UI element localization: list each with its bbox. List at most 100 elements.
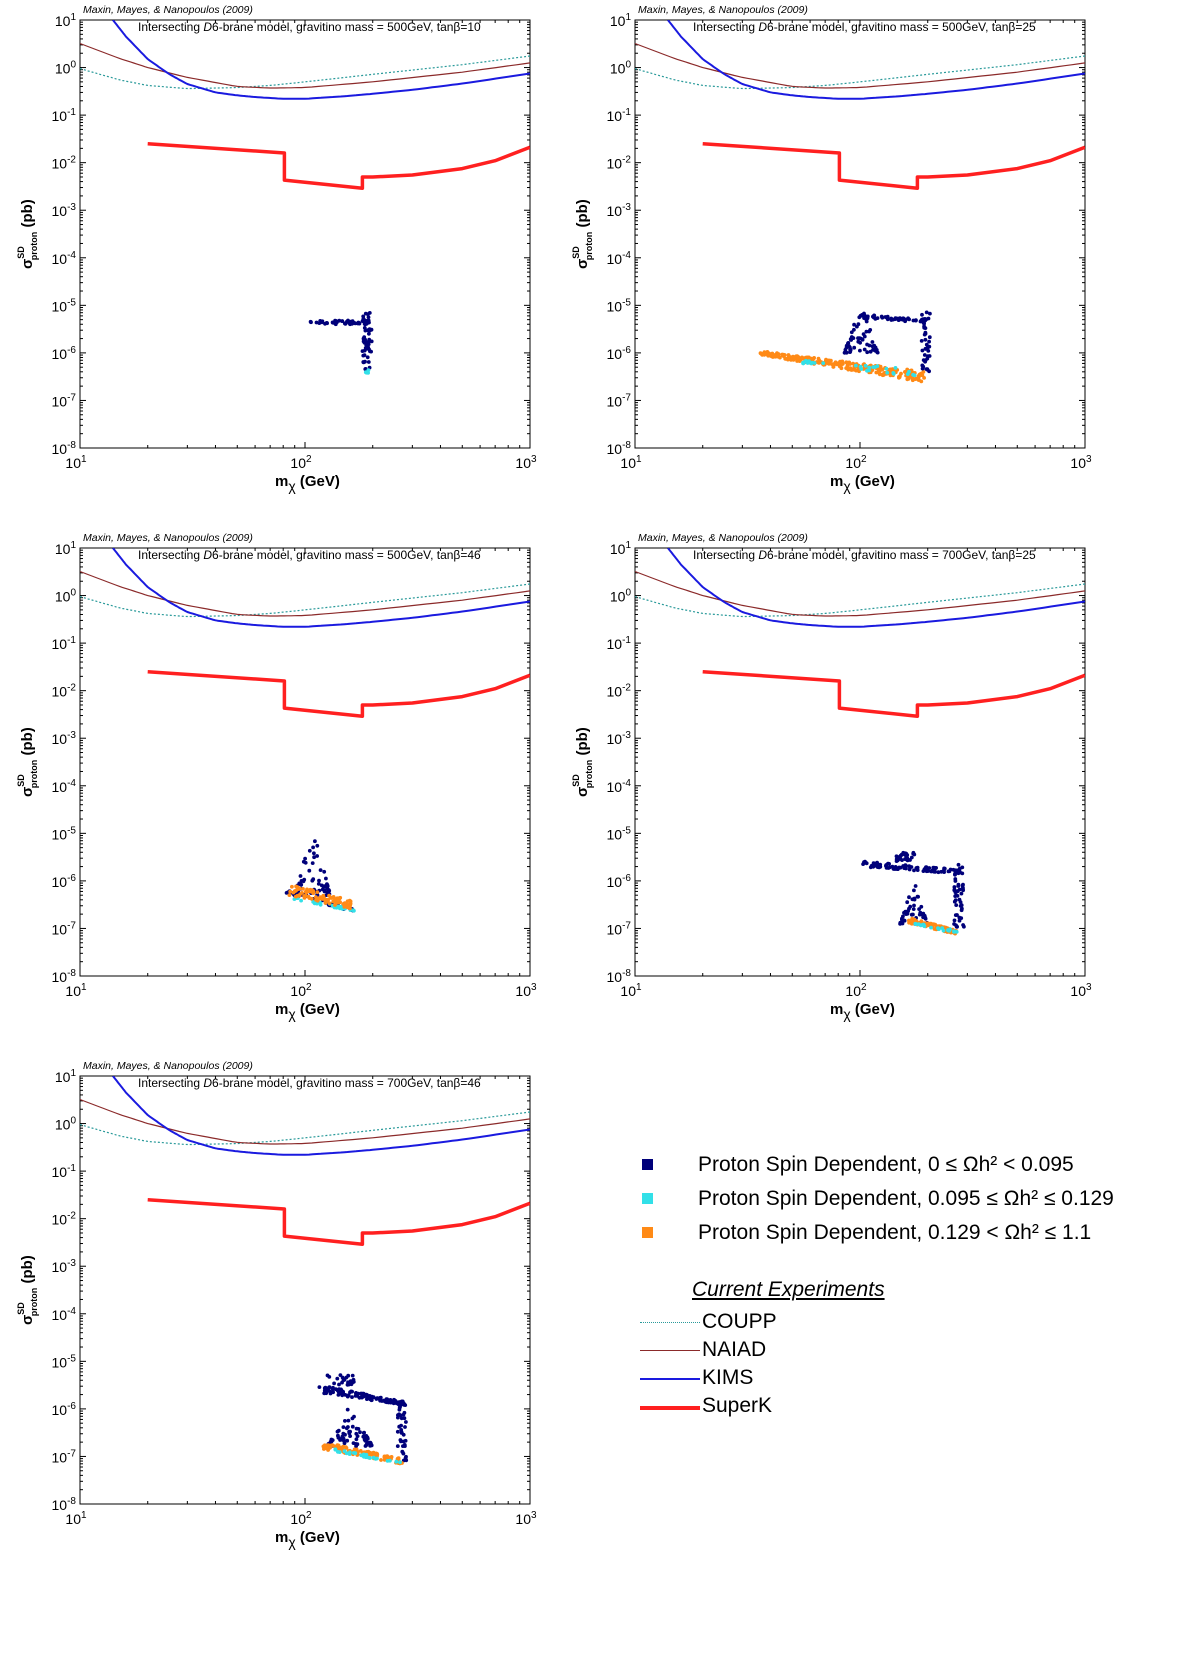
scatter-point-group-0 <box>347 1431 352 1436</box>
scatter-points <box>308 311 374 375</box>
scatter-point-group-0 <box>869 863 874 868</box>
scatter-point-group-2 <box>879 368 884 372</box>
limit-curve-naiad <box>80 1098 530 1145</box>
y-tick-label: 101 <box>55 12 77 29</box>
scatter-point-group-0 <box>859 336 863 341</box>
scatter-point-group-0 <box>959 891 964 896</box>
scatter-point-group-1 <box>398 1460 402 1465</box>
scatter-point-group-1 <box>364 1455 368 1460</box>
scatter-point-group-0 <box>327 1385 331 1390</box>
scatter-point-group-0 <box>898 857 902 861</box>
scatter-point-group-0 <box>954 903 959 907</box>
y-tick-exponent: -6 <box>622 873 631 884</box>
legend-marker-group-0 <box>642 1159 653 1170</box>
scatter-point-group-0 <box>878 862 883 867</box>
scatter-point-group-0 <box>340 1393 345 1398</box>
scatter-point-group-2 <box>389 1455 394 1459</box>
scatter-point-group-1 <box>859 367 864 371</box>
scatter-point-group-0 <box>898 316 902 321</box>
scatter-point-group-0 <box>339 1388 343 1393</box>
scatter-point-group-0 <box>353 321 358 326</box>
y-tick-exponent: -5 <box>67 297 76 308</box>
scatter-point-group-0 <box>298 881 303 886</box>
scatter-points <box>861 850 966 936</box>
scatter-point-group-0 <box>338 1438 342 1442</box>
x-tick-label: 101 <box>65 454 87 471</box>
scatter-point-group-1 <box>336 904 341 909</box>
scatter-point-group-0 <box>356 1427 361 1431</box>
y-label-sub: proton <box>29 760 39 789</box>
scatter-point-group-0 <box>396 1402 401 1406</box>
scatter-point-group-0 <box>901 850 906 855</box>
y-tick-exponent: -6 <box>622 345 631 356</box>
y-tick-exponent: -7 <box>622 920 631 931</box>
y-tick-exponent: -2 <box>67 1211 76 1222</box>
limit-curve-coupp <box>635 55 1085 90</box>
x-tick-label: 103 <box>515 982 537 999</box>
scatter-point-group-1 <box>867 365 872 370</box>
scatter-point-group-2 <box>295 893 300 898</box>
limit-curve-superk <box>702 141 1085 190</box>
chart-title-part: 6-brane model, gravitino mass = 700GeV, … <box>767 548 1036 562</box>
scatter-point-group-0 <box>956 862 961 867</box>
y-tick-exponent: -6 <box>67 345 76 356</box>
scatter-point-group-2 <box>921 370 926 374</box>
scatter-point-group-0 <box>354 1437 359 1442</box>
x-tick-label: 103 <box>515 1510 537 1527</box>
scatter-point-group-1 <box>867 368 871 373</box>
scatter-point-group-2 <box>323 1444 328 1448</box>
scatter-point-group-2 <box>358 1449 363 1453</box>
y-tick-exponent: -1 <box>67 107 76 118</box>
scatter-point-group-0 <box>922 321 926 326</box>
scatter-point-group-0 <box>361 1431 366 1435</box>
y-tick-exponent: -4 <box>67 778 76 789</box>
scatter-point-group-0 <box>382 1398 386 1403</box>
y-tick-exponent: -2 <box>67 155 76 166</box>
scatter-point-group-2 <box>812 356 816 360</box>
scatter-point-group-2 <box>854 368 858 373</box>
x-tick-exponent: 1 <box>81 982 87 993</box>
scatter-point-group-0 <box>322 869 327 874</box>
scatter-point-group-0 <box>337 318 342 323</box>
scatter-point-group-0 <box>871 861 876 865</box>
chart-title-part: Intersecting <box>138 1076 203 1090</box>
x-tick-exponent: 3 <box>531 454 537 465</box>
scatter-point-group-2 <box>907 920 911 925</box>
scatter-point-group-0 <box>368 1441 373 1446</box>
scatter-point-group-1 <box>805 361 810 365</box>
scatter-point-group-0 <box>346 1393 351 1398</box>
y-tick-label: 10-3 <box>52 1258 77 1275</box>
scatter-point-group-0 <box>874 348 879 352</box>
scatter-point-group-0 <box>327 1375 332 1379</box>
scatter-point-group-2 <box>306 889 311 894</box>
scatter-point-group-1 <box>913 921 918 926</box>
scatter-point-group-0 <box>341 1436 346 1441</box>
scatter-point-group-0 <box>343 1432 347 1437</box>
scatter-point-group-0 <box>331 1385 335 1390</box>
scatter-point-group-0 <box>856 336 860 340</box>
y-tick-exponent: 0 <box>70 60 76 71</box>
limit-curve-kims <box>667 548 1085 628</box>
y-tick-label: 10-6 <box>52 345 77 362</box>
scatter-point-group-0 <box>365 1435 370 1440</box>
scatter-point-group-2 <box>366 1449 371 1454</box>
scatter-point-group-2 <box>295 887 300 892</box>
scatter-point-group-0 <box>865 350 870 355</box>
scatter-point-group-2 <box>333 903 337 907</box>
y-tick-exponent: -7 <box>67 392 76 403</box>
scatter-points <box>284 839 356 913</box>
y-label-sub: proton <box>29 232 39 261</box>
x-label-sub: χ <box>288 478 296 494</box>
scatter-point-group-0 <box>883 315 888 319</box>
scatter-point-group-2 <box>306 894 311 899</box>
y-label-sup: SD <box>16 246 26 259</box>
x-label-main: m <box>830 473 843 490</box>
scatter-point-group-2 <box>343 901 347 905</box>
y-tick-exponent: 1 <box>70 540 76 551</box>
scatter-point-group-0 <box>340 1380 344 1385</box>
scatter-point-group-0 <box>354 1391 358 1395</box>
y-label-main: σ <box>19 787 36 797</box>
scatter-point-group-0 <box>953 898 958 903</box>
x-tick-label: 102 <box>845 982 867 999</box>
scatter-point-group-2 <box>823 359 828 364</box>
